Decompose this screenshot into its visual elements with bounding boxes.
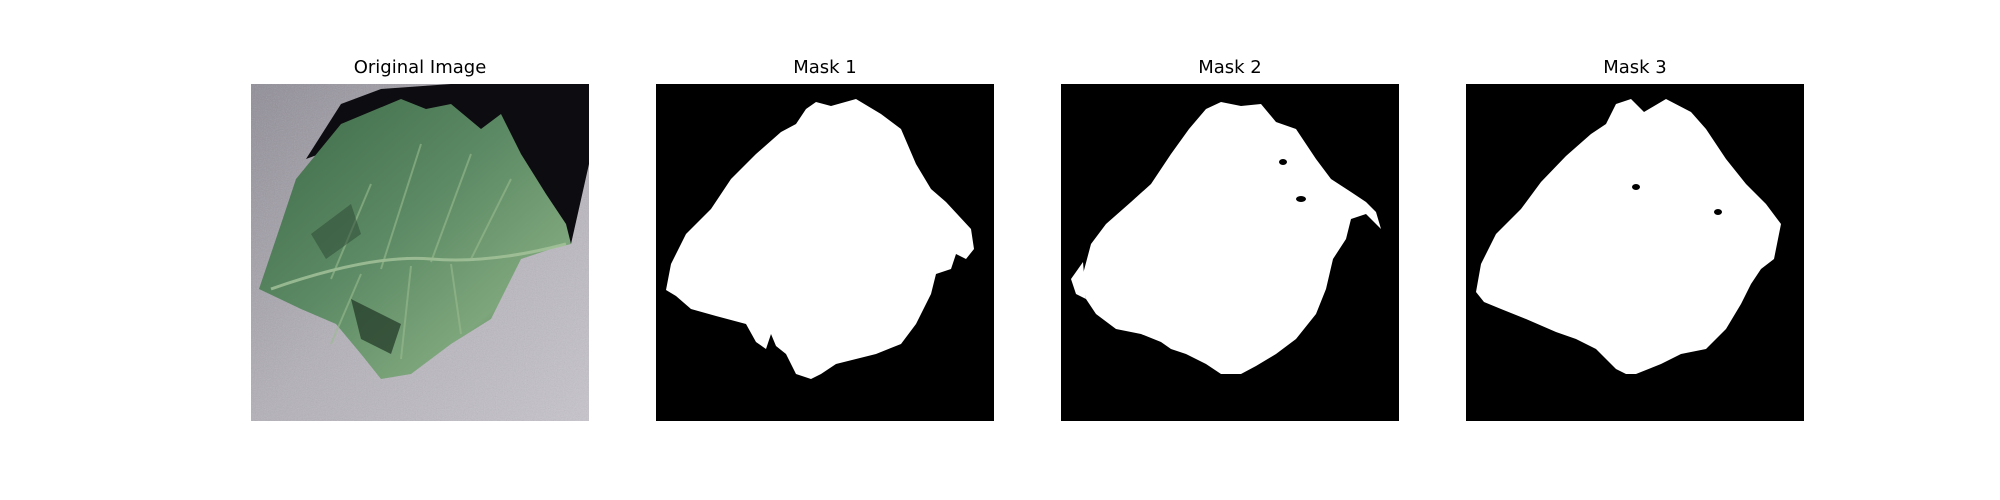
panel-title-original: Original Image (353, 57, 487, 78)
panel-title-mask-1: Mask 1 (793, 57, 857, 78)
original-image (251, 84, 589, 421)
mask-3-shape (1466, 84, 1804, 421)
mask-3-image (1466, 84, 1804, 421)
mask-2-shape (1061, 84, 1399, 421)
mask-1-shape (656, 84, 994, 421)
mask-2-image (1061, 84, 1399, 421)
leaf-photo (251, 84, 589, 421)
mask-1-image (656, 84, 994, 421)
panel-title-mask-2: Mask 2 (1198, 57, 1262, 78)
panel-title-mask-3: Mask 3 (1603, 57, 1667, 78)
leaf-shape (259, 99, 571, 379)
